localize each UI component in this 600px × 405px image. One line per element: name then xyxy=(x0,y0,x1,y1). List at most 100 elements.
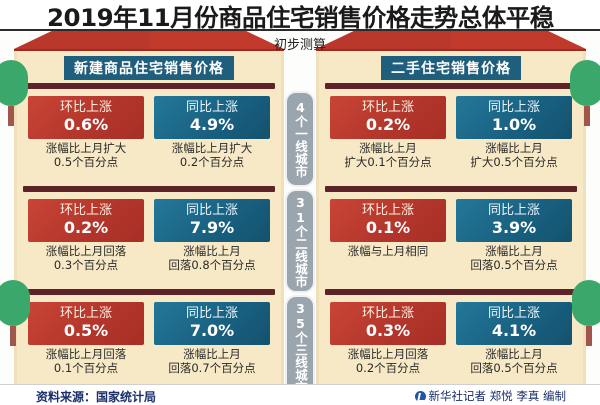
stat-caption-mom: 涨幅比上月回落 0.1个百分点 xyxy=(28,347,144,375)
stat-box-mom: 环比上涨 0.3% xyxy=(330,302,446,345)
tree-crown-icon xyxy=(0,280,30,326)
tree-icon xyxy=(0,280,30,346)
stat-value: 0.2% xyxy=(365,115,411,134)
subtitle: 初步测算 xyxy=(273,38,326,53)
city-tier-label: 4个一线城市 xyxy=(287,93,313,185)
section-divider xyxy=(325,83,577,89)
caption-line: 回落0.7个百分点 xyxy=(168,361,256,375)
stat-value: 3.9% xyxy=(491,218,537,237)
xinhua-logo-icon xyxy=(414,390,426,402)
stat-value: 0.5% xyxy=(63,321,109,340)
caption-line: 0.2个百分点 xyxy=(179,155,245,169)
stat-caption-mom: 涨幅比上月扩大 0.5个百分点 xyxy=(28,141,144,169)
caption-line: 回落0.5个百分点 xyxy=(470,361,558,375)
credit-text: 新华社记者 郑悦 李真 编制 xyxy=(428,389,566,403)
panel-header-second-hand: 二手住宅销售价格 xyxy=(319,55,583,81)
tree-icon xyxy=(572,280,600,346)
stat-caption-mom: 涨幅与上月相同 xyxy=(330,244,446,272)
data-row: 环比上涨 0.3% 同比上涨 4.1% 涨幅比上月回落 0.2个百分点 涨幅比上… xyxy=(319,295,583,389)
data-row: 环比上涨 0.1% 同比上涨 3.9% 涨幅与上月相同 涨幅比上月 回落0.5个… xyxy=(319,192,583,286)
stat-value: 7.9% xyxy=(189,218,235,237)
stat-label: 环比上涨 xyxy=(59,100,112,115)
stat-box-mom: 环比上涨 0.5% xyxy=(28,302,144,345)
stat-value: 4.1% xyxy=(491,321,537,340)
tree-crown-icon xyxy=(572,280,600,326)
stat-label: 同比上涨 xyxy=(185,306,238,321)
caption-line: 0.5个百分点 xyxy=(53,155,119,169)
panel-new-housing: 新建商品住宅销售价格 环比上涨 0.6% 同比上涨 4.9% 涨幅比上月扩大 0… xyxy=(14,51,284,385)
stat-value: 0.1% xyxy=(365,218,411,237)
caption-line: 0.2个百分点 xyxy=(355,361,421,375)
caption-line: 涨幅比上月 xyxy=(485,244,543,258)
caption-line: 涨幅比上月 xyxy=(183,244,241,258)
stat-caption-yoy: 涨幅比上月 回落0.5个百分点 xyxy=(456,347,572,375)
caption-line: 0.1个百分点 xyxy=(53,361,119,375)
city-tier-label: 31个二线城市 xyxy=(287,191,313,291)
stat-caption-mom: 涨幅比上月 扩大0.1个百分点 xyxy=(330,141,446,169)
city-tier-column: 4个一线城市 31个二线城市 35个三线城市 xyxy=(284,51,316,397)
caption-line: 涨幅比上月 xyxy=(359,141,417,155)
caption-line: 涨幅比上月 xyxy=(485,141,543,155)
stat-box-yoy: 同比上涨 3.9% xyxy=(456,199,572,242)
stat-label: 同比上涨 xyxy=(487,100,540,115)
stat-box-yoy: 同比上涨 7.9% xyxy=(154,199,270,242)
stat-value: 4.9% xyxy=(189,115,235,134)
caption-line: 涨幅比上月 xyxy=(485,347,543,361)
stat-value: 7.0% xyxy=(189,321,235,340)
stat-caption-yoy: 涨幅比上月 回落0.5个百分点 xyxy=(456,244,572,272)
stat-box-mom: 环比上涨 0.6% xyxy=(28,96,144,139)
data-row: 环比上涨 0.6% 同比上涨 4.9% 涨幅比上月扩大 0.5个百分点 涨幅比上… xyxy=(17,89,281,183)
section-divider xyxy=(23,83,275,89)
panel-header-label: 二手住宅销售价格 xyxy=(381,56,521,80)
section-divider xyxy=(23,289,275,295)
data-row: 环比上涨 0.2% 同比上涨 7.9% 涨幅比上月回落 0.3个百分点 涨幅比上… xyxy=(17,192,281,286)
footer-divider xyxy=(0,384,600,385)
stat-box-mom: 环比上涨 0.1% xyxy=(330,199,446,242)
stat-box-mom: 环比上涨 0.2% xyxy=(28,199,144,242)
footer xyxy=(0,385,600,405)
stat-caption-yoy: 涨幅比上月 回落0.8个百分点 xyxy=(154,244,270,272)
caption-line: 涨幅比上月回落 xyxy=(347,347,429,361)
panel-header-new-housing: 新建商品住宅销售价格 xyxy=(17,55,281,81)
tree-icon xyxy=(570,60,600,126)
caption-line: 回落0.5个百分点 xyxy=(470,258,558,272)
caption-line: 涨幅比上月回落 xyxy=(45,244,127,258)
credit-label: 新华社记者 郑悦 李真 编制 xyxy=(414,388,566,404)
tree-crown-icon xyxy=(570,60,600,106)
stat-value: 0.6% xyxy=(63,115,109,134)
data-row: 环比上涨 0.2% 同比上涨 1.0% 涨幅比上月 扩大0.1个百分点 涨幅比上… xyxy=(319,89,583,183)
caption-line: 扩大0.5个百分点 xyxy=(470,155,558,169)
tree-trunk-icon xyxy=(10,326,16,346)
tree-trunk-icon xyxy=(8,106,14,126)
stat-caption-yoy: 涨幅比上月 扩大0.5个百分点 xyxy=(456,141,572,169)
stat-box-yoy: 同比上涨 7.0% xyxy=(154,302,270,345)
stat-label: 同比上涨 xyxy=(185,203,238,218)
stat-box-yoy: 同比上涨 4.9% xyxy=(154,96,270,139)
stat-label: 环比上涨 xyxy=(361,100,414,115)
city-tier-label: 35个三线城市 xyxy=(287,297,313,397)
stat-caption-mom: 涨幅比上月回落 0.3个百分点 xyxy=(28,244,144,272)
stat-caption-yoy: 涨幅比上月扩大 0.2个百分点 xyxy=(154,141,270,169)
panel-second-hand-housing: 二手住宅销售价格 环比上涨 0.2% 同比上涨 1.0% 涨幅比上月 扩大0.1… xyxy=(316,51,586,385)
stat-label: 环比上涨 xyxy=(361,306,414,321)
caption-line: 涨幅比上月扩大 xyxy=(45,141,127,155)
stat-label: 环比上涨 xyxy=(361,203,414,218)
caption-line: 涨幅与上月相同 xyxy=(347,244,429,258)
source-label: 资料来源：国家统计局 xyxy=(36,390,157,404)
caption-line: 涨幅比上月 xyxy=(183,347,241,361)
panel-header-label: 新建商品住宅销售价格 xyxy=(64,56,234,80)
stat-label: 同比上涨 xyxy=(185,100,238,115)
stat-box-yoy: 同比上涨 4.1% xyxy=(456,302,572,345)
stat-label: 环比上涨 xyxy=(59,306,112,321)
section-divider xyxy=(325,186,577,192)
title-divider xyxy=(0,29,600,31)
stat-caption-yoy: 涨幅比上月 回落0.7个百分点 xyxy=(154,347,270,375)
tree-icon xyxy=(0,60,28,126)
section-divider xyxy=(23,186,275,192)
tree-trunk-icon xyxy=(586,326,592,346)
data-row: 环比上涨 0.5% 同比上涨 7.0% 涨幅比上月回落 0.1个百分点 涨幅比上… xyxy=(17,295,281,389)
caption-line: 扩大0.1个百分点 xyxy=(344,155,432,169)
page-title-text: 2019年11月份商品住宅销售价格走势总体平稳 xyxy=(46,3,554,32)
caption-line: 涨幅比上月扩大 xyxy=(171,141,253,155)
